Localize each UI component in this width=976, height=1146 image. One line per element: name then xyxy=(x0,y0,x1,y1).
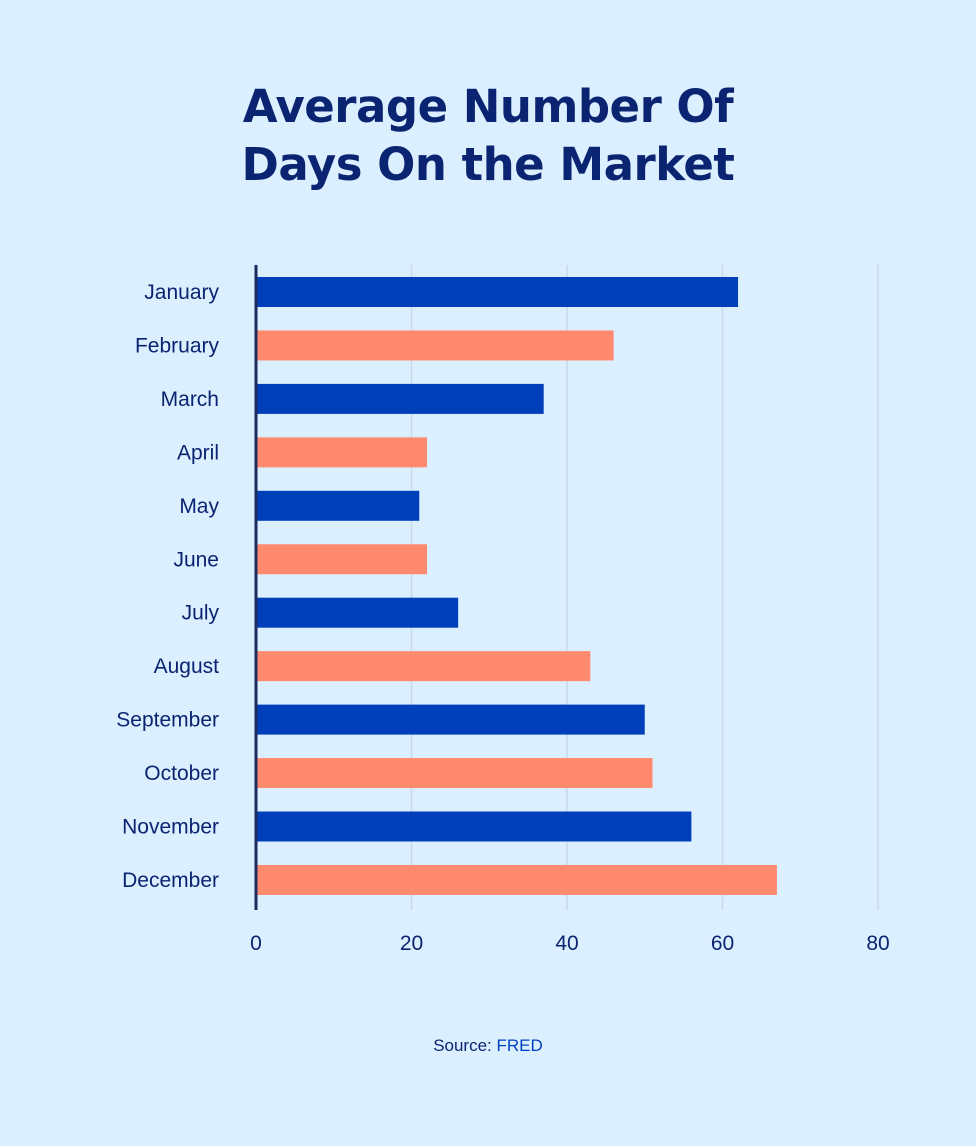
bar-october xyxy=(256,758,653,789)
category-label-july: July xyxy=(182,602,220,625)
category-label-march: March xyxy=(161,388,219,411)
source-label: Source: xyxy=(433,1036,492,1055)
bar-april xyxy=(256,437,428,468)
bar-september xyxy=(256,704,645,735)
x-tick-label-40: 40 xyxy=(555,932,578,955)
chart-title: Average Number Of Days On the Market xyxy=(0,78,976,194)
bar-july xyxy=(256,597,459,628)
category-label-august: August xyxy=(154,655,220,678)
bar-february xyxy=(256,330,614,361)
bar-november xyxy=(256,811,692,842)
bar-chart: January February March April May June July Augu… xyxy=(116,265,890,955)
bar-june xyxy=(256,544,428,575)
chart-title-line-2: Days On the Market xyxy=(241,138,735,191)
x-tick-label-20: 20 xyxy=(400,932,423,955)
bar-august xyxy=(256,651,591,682)
source-link[interactable]: FRED xyxy=(496,1036,543,1055)
bar-january xyxy=(256,277,739,307)
category-label-november: November xyxy=(122,816,219,839)
bar-may xyxy=(256,490,420,521)
category-label-october: October xyxy=(144,762,219,785)
bar-december xyxy=(256,864,777,895)
x-tick-label-0: 0 xyxy=(250,932,262,955)
x-tick-label-60: 60 xyxy=(711,932,734,955)
source-note: Source: FRED xyxy=(0,1036,976,1056)
category-label-december: December xyxy=(122,869,219,892)
category-label-june: June xyxy=(173,548,219,571)
category-label-april: April xyxy=(177,441,219,464)
category-label-may: May xyxy=(179,495,219,518)
chart-title-line-1: Average Number Of xyxy=(242,80,734,133)
category-label-september: September xyxy=(116,709,219,732)
category-label-january: January xyxy=(144,281,219,304)
category-label-february: February xyxy=(135,334,220,357)
x-tick-label-80: 80 xyxy=(866,932,889,955)
bar-march xyxy=(256,383,544,414)
